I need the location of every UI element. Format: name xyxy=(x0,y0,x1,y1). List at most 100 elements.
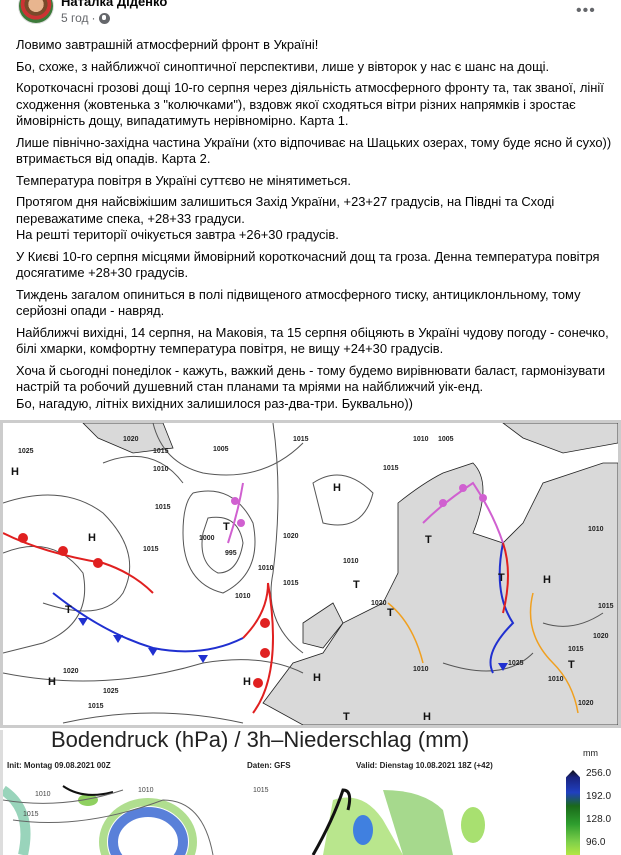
isobar-value-label: 1010 xyxy=(413,666,429,673)
legend-label: 192.0 xyxy=(586,791,612,802)
isobar-value-label: 1015 xyxy=(88,703,104,710)
land-arctic xyxy=(502,423,618,454)
cold-front-symbol xyxy=(78,618,88,626)
isobar-value-label: 1010 xyxy=(343,558,359,565)
isobar-value-label: 1020 xyxy=(63,668,79,675)
isobar-value-label: 1010 xyxy=(258,565,274,572)
precipitation-map-2[interactable]: 1010 1010 1015 1015 Bodendruck (hPa) / 3… xyxy=(0,730,621,855)
post-line: Найближчі вихідні, 14 серпня, на Маковія… xyxy=(16,324,609,357)
post-line: Хоча й сьогодні понеділок - кажуть, важк… xyxy=(16,362,606,395)
cold-front-symbol xyxy=(148,648,158,656)
isobar xyxy=(62,712,244,724)
land-greenland xyxy=(82,423,174,454)
low-pressure-label: T xyxy=(223,521,230,533)
cold-front-symbol xyxy=(198,655,208,663)
isobar-value-label: 1000 xyxy=(199,535,215,542)
land-europe xyxy=(262,462,618,725)
high-pressure-label: H xyxy=(313,672,321,684)
post-line: Температура повітря в Україні суттєво не… xyxy=(16,172,351,188)
post-text: Ловимо завтрашній атмосферний фронт в Ук… xyxy=(16,37,614,417)
isobar-value-label: 1015 xyxy=(283,580,299,587)
isobar-value-label: 1010 xyxy=(548,676,564,683)
cold-front-2 xyxy=(489,542,515,674)
warm-front-symbol xyxy=(18,533,28,543)
isobar-value-label: 1010 xyxy=(413,436,429,443)
legend-unit: mm xyxy=(583,748,598,758)
high-pressure-label: H xyxy=(423,711,431,723)
legend-label: 96.0 xyxy=(586,837,606,848)
post-paragraph: Тиждень загалом опиниться в полі підвище… xyxy=(16,287,614,320)
post-paragraph: Протягом дня найсвіжішим залишиться Захі… xyxy=(16,194,614,244)
isobar-value-label: 1015 xyxy=(153,448,169,455)
occluded-front-symbol xyxy=(439,499,447,507)
occluded-front-2 xyxy=(422,481,504,544)
post-paragraph: Найближчі вихідні, 14 серпня, на Маковія… xyxy=(16,325,614,358)
post-line: Протягом дня найсвіжішим залишиться Захі… xyxy=(16,194,555,226)
post-line: У Києві 10-го серпня місцями ймовірний к… xyxy=(16,248,600,281)
low-pressure-label: T xyxy=(387,607,394,619)
high-pressure-label: H xyxy=(333,482,341,494)
isobar-label: 1010 xyxy=(35,791,51,798)
warm-front-symbol xyxy=(93,558,103,568)
meta-separator: · xyxy=(91,11,96,25)
isobar-value-label: 995 xyxy=(225,550,237,557)
warm-front-symbol xyxy=(260,618,270,628)
post-paragraph: Температура повітря в Україні суттєво не… xyxy=(16,173,614,190)
precipitation-legend-bar xyxy=(566,770,580,855)
post-line: Тиждень загалом опиниться в полі підвище… xyxy=(16,286,581,319)
post-paragraph: У Києві 10-го серпня місцями ймовірний к… xyxy=(16,249,614,282)
map-init: Init: Montag 09.08.2021 00Z xyxy=(7,761,111,770)
low-pressure-label: T xyxy=(498,572,505,584)
synoptic-map-1[interactable]: 1025 1020 1015 1010 1005 1000 995 1010 1015 1020 1… xyxy=(0,420,621,728)
post-paragraph: Короткочасні грозові дощі 10-го серпня ч… xyxy=(16,80,614,130)
isobar-value-label: 1015 xyxy=(143,546,159,553)
post-line: Ловимо завтрашній атмосферний фронт в Ук… xyxy=(16,37,319,52)
high-pressure-label: H xyxy=(11,466,19,478)
isobar xyxy=(201,516,244,574)
isobar xyxy=(542,612,604,627)
isobar xyxy=(312,474,374,526)
isobar-value-label: 1020 xyxy=(578,700,594,707)
isobar-value-label: 1005 xyxy=(438,436,454,443)
warm-front-3 xyxy=(502,542,509,614)
post-time[interactable]: 5 год xyxy=(61,11,89,25)
post-line: На решті території очікується завтра +26… xyxy=(16,227,339,242)
convergence-line-2 xyxy=(529,592,579,714)
map-valid: Valid: Dienstag 10.08.2021 18Z (+42) xyxy=(356,761,493,770)
map-title: Bodendruck (hPa) / 3h–Niederschlag (mm) xyxy=(51,730,470,752)
isobar-value-label: 1025 xyxy=(508,660,524,667)
more-options-button[interactable]: ••• xyxy=(576,2,596,19)
occluded-front-symbol xyxy=(479,494,487,502)
isobar-label: 1010 xyxy=(138,787,154,794)
high-pressure-label: H xyxy=(243,676,251,688)
cold-front xyxy=(52,592,244,653)
high-pressure-label: H xyxy=(543,574,551,586)
isobar xyxy=(270,423,304,654)
globe-icon xyxy=(98,12,110,24)
post-paragraph: Лише північно-західна частина України (х… xyxy=(16,135,614,168)
warm-front-symbol xyxy=(253,678,263,688)
post-meta: 5 год · xyxy=(61,11,110,25)
isobar-value-label: 1020 xyxy=(283,533,299,540)
isobar-value-label: 1025 xyxy=(103,688,119,695)
post-paragraph: Хоча й сьогодні понеділок - кажуть, важк… xyxy=(16,363,614,413)
high-pressure-label: H xyxy=(48,676,56,688)
occluded-front-symbol xyxy=(459,484,467,492)
low-pressure-label: T xyxy=(65,604,72,616)
legend-label: 128.0 xyxy=(586,814,612,825)
avatar[interactable] xyxy=(18,0,54,24)
isobar-label: 1015 xyxy=(253,787,269,794)
post-header: Наталка Діденко 5 год · ••• xyxy=(0,0,621,36)
occluded-front-symbol xyxy=(237,519,245,527)
author-name[interactable]: Наталка Діденко xyxy=(61,0,168,9)
post-line: Бо, нагадую, літніх вихідних залишилося … xyxy=(16,395,413,411)
post-line: Короткочасні грозові дощі 10-го серпня ч… xyxy=(16,80,604,128)
low-pressure-label: T xyxy=(425,534,432,546)
occluded-front xyxy=(227,482,244,544)
isobar-value-label: 1005 xyxy=(213,446,229,453)
isobar-value-label: 1025 xyxy=(18,448,34,455)
isobar-value-label: 1010 xyxy=(588,526,604,533)
high-pressure-label: H xyxy=(88,532,96,544)
isobar-value-label: 1020 xyxy=(371,600,387,607)
warm-front-2 xyxy=(242,582,274,714)
